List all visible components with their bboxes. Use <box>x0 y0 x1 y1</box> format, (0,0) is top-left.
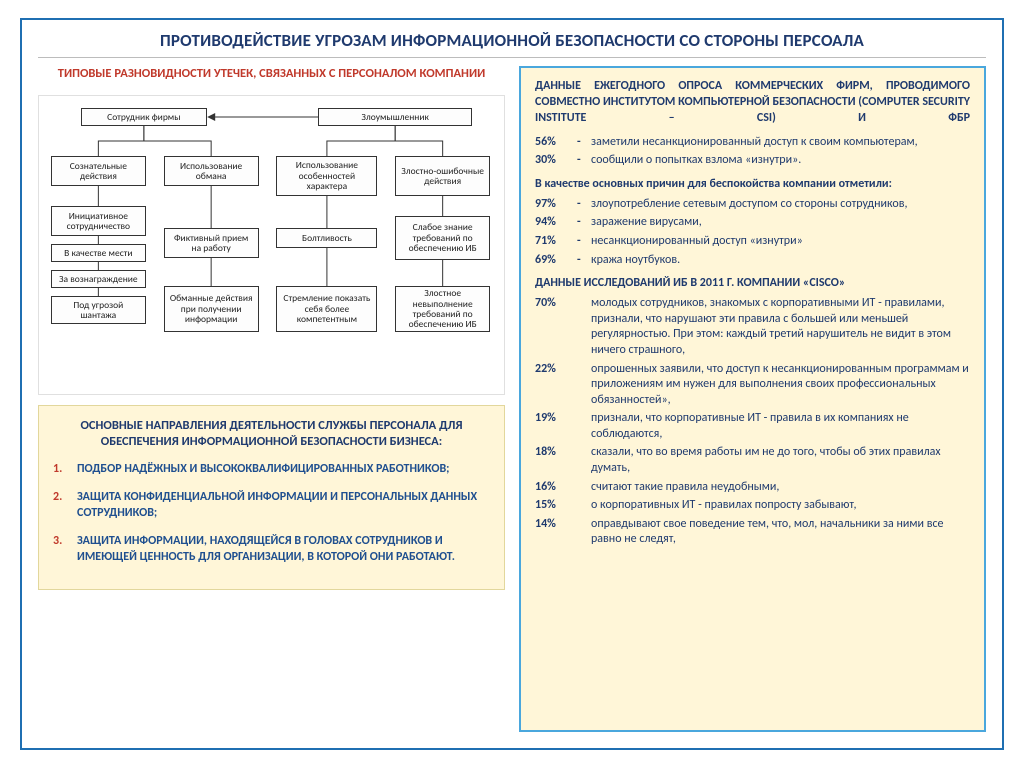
stat-text: оправдывают свое поведение тем, что, мол… <box>591 517 970 548</box>
stats-block-3: 70% молодых сотрудников, знакомых с корп… <box>535 296 970 548</box>
flow-node: Злоумышленник <box>318 108 472 126</box>
stat-dash: - <box>577 215 585 231</box>
stat-text: молодых сотрудников, знакомых с корпорат… <box>591 296 970 358</box>
flow-heading: ТИПОВЫЕ РАЗНОВИДНОСТИ УТЕЧЕК, СВЯЗАННЫХ … <box>38 66 505 81</box>
stat-row: 70% молодых сотрудников, знакомых с корп… <box>535 296 970 358</box>
list-index: 3. <box>53 533 67 565</box>
stat-dash: - <box>577 135 585 151</box>
flow-node: Под угрозой шантажа <box>51 296 146 324</box>
direction-item: 1. ПОДБОР НАДЁЖНЫХ И ВЫСОКОКВАЛИФИЦИРОВАН… <box>53 461 490 477</box>
stat-row: 94%-заражение вирусами, <box>535 215 970 231</box>
directions-panel: ОСНОВНЫЕ НАПРАВЛЕНИЯ ДЕЯТЕЛЬНОСТИ СЛУЖБЫ… <box>38 405 505 590</box>
stat-percent: 14% <box>535 517 571 548</box>
stat-text: заметили несанкционированный доступ к св… <box>591 135 970 151</box>
stat-percent: 97% <box>535 197 571 213</box>
stat-row: 15% о корпоративных ИТ - правилах попрос… <box>535 498 970 514</box>
stat-dash: - <box>577 253 585 269</box>
flow-node: Сотрудник фирмы <box>81 108 208 126</box>
two-column-layout: ТИПОВЫЕ РАЗНОВИДНОСТИ УТЕЧЕК, СВЯЗАННЫХ … <box>38 66 986 732</box>
page-title: ПРОТИВОДЕЙСТВИЕ УГРОЗАМ ИНФОРМАЦИОННОЙ Б… <box>38 30 986 58</box>
flow-node: Болтливость <box>276 228 377 248</box>
stat-percent: 19% <box>535 411 571 442</box>
list-text: ПОДБОР НАДЁЖНЫХ И ВЫСОКОКВАЛИФИЦИРОВАННЫ… <box>77 461 450 477</box>
flow-node: Использование обмана <box>164 156 259 186</box>
flow-node: Сознательные действия <box>51 156 146 186</box>
flow-node: Использование особенностей характера <box>276 156 377 196</box>
stat-text: злоупотребление сетевым доступом со стор… <box>591 197 970 213</box>
stats-panel: ДАННЫЕ ЕЖЕГОДНОГО ОПРОСА КОММЕРЧЕСКИХ ФИ… <box>519 66 986 732</box>
stat-row: 18% сказали, что во время работы им не д… <box>535 445 970 476</box>
flow-node: Фиктивный прием на работу <box>164 228 259 258</box>
stat-percent: 56% <box>535 135 571 151</box>
stat-text: считают такие правила неудобными, <box>591 480 970 496</box>
stats-heading: ДАННЫЕ ЕЖЕГОДНОГО ОПРОСА КОММЕРЧЕСКИХ ФИ… <box>535 78 970 127</box>
stat-text: кража ноутбуков. <box>591 253 970 269</box>
stat-row: 16% считают такие правила неудобными, <box>535 480 970 496</box>
directions-heading: ОСНОВНЫЕ НАПРАВЛЕНИЯ ДЕЯТЕЛЬНОСТИ СЛУЖБЫ… <box>53 418 490 451</box>
stat-row: 19% признали, что корпоративные ИТ - пра… <box>535 411 970 442</box>
stat-row: 71%-несанкционированный доступ «изнутри» <box>535 234 970 250</box>
stat-percent: 22% <box>535 362 571 409</box>
stat-dash: - <box>577 234 585 250</box>
stats-subhead-1: В качестве основных причин для беспокойс… <box>535 177 970 191</box>
stat-percent: 94% <box>535 215 571 231</box>
stat-text: о корпоративных ИТ - правилах попросту з… <box>591 498 970 514</box>
stat-dash: - <box>577 153 585 169</box>
flow-node: Инициативное сотрудничество <box>51 206 146 236</box>
stat-percent: 70% <box>535 296 571 358</box>
stat-percent: 71% <box>535 234 571 250</box>
stat-percent: 18% <box>535 445 571 476</box>
stat-row: 30%-сообщили о попытках взлома «изнутри»… <box>535 153 970 169</box>
list-text: ЗАЩИТА КОНФИДЕНЦИАЛЬНОЙ ИНФОРМАЦИИ И ПЕР… <box>77 489 490 521</box>
stat-row: 69%-кража ноутбуков. <box>535 253 970 269</box>
left-column: ТИПОВЫЕ РАЗНОВИДНОСТИ УТЕЧЕК, СВЯЗАННЫХ … <box>38 66 505 732</box>
flowchart: Сотрудник фирмы Злоумышленник Сознательные… <box>38 95 505 395</box>
stat-row: 56%-заметили несанкционированный доступ … <box>535 135 970 151</box>
stat-text: признали, что корпоративные ИТ - правила… <box>591 411 970 442</box>
flow-node: В качестве мести <box>51 244 146 262</box>
stat-percent: 69% <box>535 253 571 269</box>
stats-block-1: 56%-заметили несанкционированный доступ … <box>535 135 970 169</box>
stat-percent: 15% <box>535 498 571 514</box>
page-frame: ПРОТИВОДЕЙСТВИЕ УГРОЗАМ ИНФОРМАЦИОННОЙ Б… <box>20 18 1004 750</box>
list-text: ЗАЩИТА ИНФОРМАЦИИ, НАХОДЯЩЕЙСЯ В ГОЛОВАХ… <box>77 533 490 565</box>
stats-block-2: 97%-злоупотребление сетевым доступом со … <box>535 197 970 268</box>
stat-percent: 30% <box>535 153 571 169</box>
stat-text: сказали, что во время работы им не до то… <box>591 445 970 476</box>
direction-item: 3. ЗАЩИТА ИНФОРМАЦИИ, НАХОДЯЩЕЙСЯ В ГОЛОВ… <box>53 533 490 565</box>
stat-percent: 16% <box>535 480 571 496</box>
flow-node: Злостно-ошибочные действия <box>395 156 490 196</box>
right-column: ДАННЫЕ ЕЖЕГОДНОГО ОПРОСА КОММЕРЧЕСКИХ ФИ… <box>519 66 986 732</box>
flow-node: За вознаграждение <box>51 270 146 288</box>
stats-subhead-2: ДАННЫЕ ИССЛЕДОВАНИЙ ИБ В 2011 Г. КОМПАНИ… <box>535 276 970 290</box>
flow-node: Обманные действия при получении информац… <box>164 286 259 332</box>
direction-item: 2. ЗАЩИТА КОНФИДЕНЦИАЛЬНОЙ ИНФОРМАЦИИ И П… <box>53 489 490 521</box>
flow-node: Злостное невыполнение требований по обес… <box>395 286 490 332</box>
stat-text: несанкционированный доступ «изнутри» <box>591 234 970 250</box>
list-index: 1. <box>53 461 67 477</box>
stat-text: сообщили о попытках взлома «изнутри». <box>591 153 970 169</box>
stat-row: 22% опрошенных заявили, что доступ к нес… <box>535 362 970 409</box>
flow-node: Стремление показать себя более компетент… <box>276 286 377 332</box>
stat-text: заражение вирусами, <box>591 215 970 231</box>
list-index: 2. <box>53 489 67 521</box>
stat-text: опрошенных заявили, что доступ к несанкц… <box>591 362 970 409</box>
stat-row: 97%-злоупотребление сетевым доступом со … <box>535 197 970 213</box>
flow-node: Слабое знание требований по обеспечению … <box>395 216 490 260</box>
stat-dash: - <box>577 197 585 213</box>
stat-row: 14% оправдывают свое поведение тем, что,… <box>535 517 970 548</box>
directions-list: 1. ПОДБОР НАДЁЖНЫХ И ВЫСОКОКВАЛИФИЦИРОВАН… <box>53 461 490 566</box>
